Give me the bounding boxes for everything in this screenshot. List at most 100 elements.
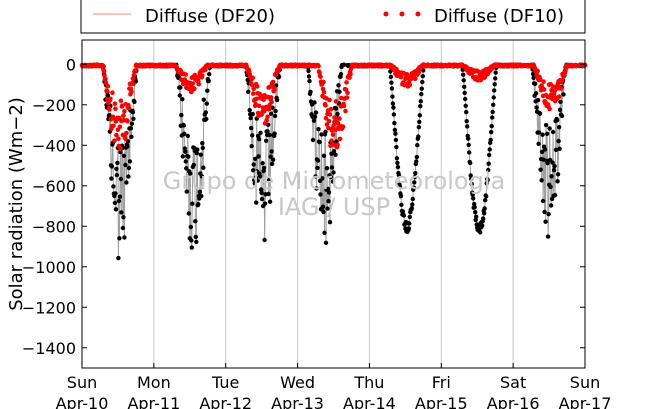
df20-point [251,162,256,167]
df20-point [419,91,424,97]
df10-point [413,76,418,82]
df10-point [196,81,202,87]
df20-point [130,110,136,115]
df10-point [110,90,115,95]
df10-point [251,86,256,91]
x-tick-label-day: Mon [137,373,171,392]
df20-point [250,133,255,138]
df10-point [394,66,399,72]
df20-point [124,180,129,185]
df10-point [254,84,260,89]
df10-point [547,106,552,112]
df10-point [345,90,350,95]
df20-point [251,168,256,173]
df20-point [313,174,318,179]
df20-point [246,89,251,95]
df20-point [274,97,280,103]
df20-point [489,124,494,129]
df20-point [410,202,415,207]
df20-point [490,109,495,115]
df20-point [121,153,127,158]
df10-point [111,123,116,129]
df20-point [272,131,277,136]
x-tick-label-date: Apr-16 [487,394,540,409]
df20-point [204,101,209,106]
df20-point [184,189,189,194]
x-tick-label-date: Apr-17 [559,394,612,409]
df10-point [261,97,266,102]
y-tick-label: −1000 [22,258,76,277]
df10-point [326,125,331,131]
x-tick-label-day: Sun [67,373,97,392]
df20-point [407,214,412,220]
df20-point [183,159,188,164]
df20-point [112,200,118,206]
df20-point [266,191,271,197]
df20-point [337,89,342,95]
df10-point [337,136,343,142]
y-tick-label: 0 [66,55,76,74]
df20-point [492,82,497,87]
df10-point [126,105,132,111]
df20-point [117,236,122,241]
df10-point [113,106,118,111]
df20-point [461,78,466,83]
df10-point [192,86,197,91]
df20-point [114,166,119,172]
df20-point [307,78,312,84]
df20-point [306,68,311,74]
df20-point [272,113,278,119]
df20-point [406,226,412,231]
df20-point [533,91,539,96]
df20-point [412,175,417,180]
df20-point [105,93,111,98]
df20-point [194,239,199,245]
df10-point-series [79,62,588,152]
df20-point [545,160,550,166]
df20-point [463,103,468,109]
df20-point [482,211,487,216]
df20-point [335,111,340,117]
df10-point [269,99,274,105]
df20-point [487,147,492,152]
df10-point [133,68,138,73]
df20-point [107,113,112,118]
df20-point [250,111,255,117]
df20-point [311,118,317,123]
df20-point [265,129,270,134]
df20-point [417,113,422,118]
df20-point [273,108,278,114]
df10-point [344,80,349,85]
df10-point [321,79,326,85]
grid [153,40,514,368]
df20-point [400,209,406,214]
df20-point [196,202,201,207]
df10-point [108,96,113,102]
df20-point [123,162,128,168]
df20-point [466,136,471,141]
df20-point [113,191,118,196]
df20-point [317,139,322,145]
df20-point [462,84,467,90]
df20-point [313,110,319,115]
df20-point [331,149,337,154]
df20-point [181,123,186,128]
df20-point [469,176,474,181]
df20-point [550,160,555,165]
df20-point [321,153,327,158]
df10-point [102,73,107,78]
df20-point [122,235,127,240]
df20-point [195,147,200,152]
df20-point [392,120,397,126]
df10-point [270,79,276,85]
df20-point [336,83,341,88]
y-tick-label: −1200 [22,298,76,317]
df20-point [116,198,122,204]
df20-point [488,137,493,143]
df10-point [131,81,136,87]
df10-point [107,107,112,112]
df10-point [327,112,333,117]
df10-point [249,82,255,88]
x-tick-label-day: Sun [570,373,600,392]
